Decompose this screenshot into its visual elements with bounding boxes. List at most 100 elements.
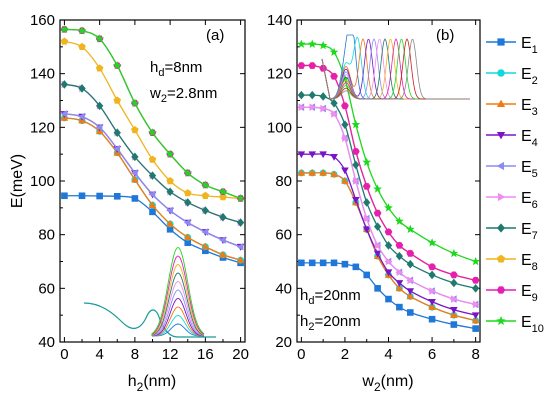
panel-b-data-point-E6 (429, 287, 437, 295)
panel-a-data-point-E1 (61, 192, 68, 200)
legend-item-E5: E5 (486, 159, 538, 180)
panel-b-data-point-E9 (362, 183, 371, 190)
inset-wavefunction (151, 281, 205, 336)
panel-b-data-point-E1 (374, 285, 381, 292)
inset-wavefunction (321, 39, 470, 100)
panel-a-x-tick-label: 0 (60, 346, 68, 363)
inset-wavefunction (151, 315, 205, 337)
panel-b-data-point-E3 (341, 177, 349, 184)
panel-a-data-point-E7 (236, 218, 245, 227)
panel-a-inset-wavefunctions (83, 247, 216, 338)
panel-b-data-point-E6 (385, 257, 393, 266)
panel-b-y-tick-label: 40 (275, 280, 292, 297)
panel-b-data-point-E7 (373, 222, 382, 231)
panel-a-series-E10 (60, 24, 245, 203)
panel-b-x-tick-label: 6 (428, 346, 436, 363)
panel-b-data-point-E9 (373, 209, 382, 217)
legend-item-E8: E8 (486, 252, 538, 273)
panel-a-data-point-E5 (219, 236, 226, 244)
inset-wavefunction (151, 323, 205, 337)
panel-a-data-point-E8 (183, 189, 192, 197)
panel-b-data-point-E6 (472, 300, 480, 309)
panel-b-data-point-E1 (385, 295, 392, 303)
panel-a-data-point-E3 (131, 175, 139, 183)
legend-label: E9 (521, 283, 538, 304)
inset-wavefunction (151, 247, 205, 336)
legend-label: E6 (521, 190, 538, 211)
panel-a-data-point-E7 (113, 128, 121, 137)
panel-a-data-point-E10 (236, 193, 245, 203)
panel-a-data-point-E7 (219, 212, 227, 222)
panel-a-data-point-E3 (148, 201, 157, 208)
panel-a-y-tick-label: 40 (38, 334, 55, 351)
panel-b-series-E7 (297, 90, 480, 293)
panel-b-data-point-E4 (450, 306, 458, 314)
panel-b-data-point-E7 (297, 90, 305, 100)
panel-b-data-point-E3 (297, 168, 306, 176)
panel-a-x-tick-label: 4 (95, 346, 103, 363)
panel-a-y-tick-label: 120 (30, 119, 55, 136)
panel-a-annotation-line2: w2=2.8nm (149, 85, 217, 105)
panel-b-data-point-E9 (341, 102, 349, 110)
panel-a-data-point-E1 (113, 192, 121, 200)
panel-a-data-point-E3 (183, 233, 192, 241)
panel-b-inset-wavefunctions (321, 34, 470, 100)
panel-a-data-point-E1 (149, 208, 156, 216)
panel-a-data-point-E7 (148, 171, 157, 180)
panel-b-data-point-E1 (450, 321, 458, 328)
panel-a-data-point-E3 (166, 219, 174, 227)
panel-a-y-tick-label: 160 (30, 12, 55, 29)
panel-b-data-point-E1 (341, 260, 349, 268)
panel-b-data-point-E4 (428, 298, 436, 306)
y-axis-label: E(meV) (9, 154, 26, 208)
panel-a-x-tick-label: 20 (232, 346, 249, 363)
legend-item-E1: E1 (486, 35, 538, 56)
panel-b-series-E10 (296, 39, 481, 266)
panel-a-data-point-E8 (131, 126, 139, 134)
panel-a-data-point-E5 (201, 228, 209, 236)
panel-a-y-tick-label: 140 (30, 66, 55, 83)
panel-b-series-E6 (298, 103, 480, 309)
panel-a-x-axis-label: h2(nm) (128, 373, 176, 394)
legend-marker (497, 69, 505, 77)
legend-item-E10: E10 (486, 314, 544, 335)
panel-a-data-point-E8 (95, 64, 104, 72)
legend-label: E4 (521, 128, 538, 149)
panel-b-series-E1 (298, 259, 479, 332)
panel-a-data-point-E7 (131, 152, 139, 162)
panel-a-data-point-E1 (96, 192, 103, 200)
panel-a-data-point-E1 (184, 239, 192, 247)
panel-b-data-point-E9 (395, 242, 404, 249)
panel-a-data-point-E7 (184, 198, 192, 207)
panel-b-x-tick-label: 0 (297, 346, 305, 363)
panel-a-data-point-E8 (60, 37, 69, 45)
panel-b-data-point-E4 (319, 151, 327, 159)
panel-b-data-point-E4 (373, 250, 382, 258)
panel-b-data-point-E9 (471, 276, 480, 284)
panel-b-data-point-E6 (396, 268, 404, 277)
panel-a-data-point-E5 (236, 242, 244, 251)
panel-a-data-point-E5 (78, 112, 85, 121)
panel-b-data-point-E6 (451, 295, 458, 303)
panel-b-data-point-E9 (428, 263, 436, 271)
legend-marker (497, 38, 505, 46)
panel-b-data-point-E4 (330, 154, 338, 161)
panel-b-data-point-E10 (373, 184, 383, 193)
panel-a-x-tick-label: 8 (131, 346, 139, 363)
panel-a-annotation-line1: hd=8nm (150, 59, 202, 79)
panel-b-annotation-line1: hd=20nm (300, 287, 361, 307)
panel-b-data-point-E4 (362, 226, 371, 234)
panel-a-data-point-E3 (236, 256, 245, 263)
panel-a-series-E7 (60, 80, 245, 227)
legend-label: E1 (521, 35, 538, 56)
panel-a-y-tick-label: 100 (30, 173, 55, 190)
inset-wavefunction (151, 289, 205, 337)
panel-a-data-point-E10 (165, 149, 175, 158)
panel-b-data-point-E10 (362, 157, 372, 166)
panel-b-y-tick-label: 60 (275, 227, 292, 244)
panel-b-data-point-E4 (406, 288, 415, 295)
legend: E1 E2 E3 E4 E5 E6 E7 E8 E9 E10 (486, 35, 544, 335)
panel-b-data-point-E3 (308, 168, 317, 176)
panel-b-data-point-E7 (363, 198, 371, 207)
legend-label: E8 (521, 252, 538, 273)
